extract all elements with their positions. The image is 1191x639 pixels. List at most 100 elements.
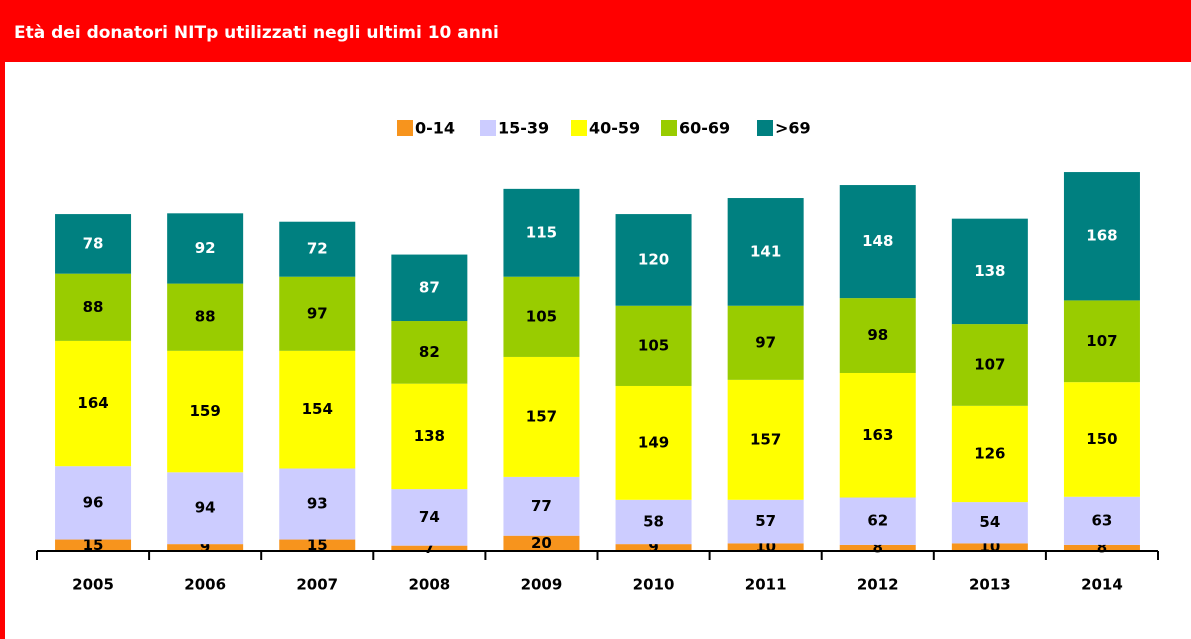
bar-segment <box>615 499 692 545</box>
bar-segment <box>727 198 804 306</box>
data-label: 105 <box>526 307 557 325</box>
bar-segment <box>615 214 692 306</box>
bar-segment <box>55 214 132 274</box>
bar-segment <box>951 218 1028 325</box>
data-label: 168 <box>1086 227 1117 245</box>
data-label: 87 <box>419 278 440 296</box>
data-label: 163 <box>862 426 893 444</box>
data-label: 63 <box>1092 511 1113 529</box>
data-label: 77 <box>531 497 552 515</box>
data-label: 8 <box>873 538 883 556</box>
bar-segment <box>839 298 916 373</box>
bar-segment <box>951 543 1028 551</box>
x-tick-label: 2008 <box>408 576 450 594</box>
data-label: 94 <box>195 499 216 517</box>
bar-segment <box>167 350 244 473</box>
bar-segment <box>727 543 804 551</box>
bar-segment <box>279 276 356 351</box>
data-label: 138 <box>414 427 445 445</box>
x-tick-label: 2010 <box>633 576 675 594</box>
data-label: 150 <box>1086 430 1117 448</box>
bar-segment <box>391 321 468 384</box>
bar-segment <box>503 356 580 477</box>
data-label: 157 <box>750 430 781 448</box>
data-label: 141 <box>750 242 781 260</box>
data-label: 15 <box>83 536 104 554</box>
legend-label: >69 <box>775 119 811 138</box>
bar-segment <box>951 502 1028 544</box>
data-label: 9 <box>648 538 658 556</box>
data-label: 74 <box>419 508 440 526</box>
data-label: 7 <box>424 539 434 557</box>
data-label: 93 <box>307 495 328 513</box>
data-label: 8 <box>1097 538 1107 556</box>
data-label: 149 <box>638 433 669 451</box>
legend-label: 15-39 <box>498 119 549 138</box>
data-label: 58 <box>643 512 664 530</box>
data-label: 9 <box>200 538 210 556</box>
bar-segment <box>279 221 356 277</box>
x-tick-label: 2009 <box>521 576 563 594</box>
bar-segment <box>55 340 132 467</box>
data-label: 159 <box>189 402 220 420</box>
legend-swatch <box>757 120 773 136</box>
data-label: 148 <box>862 232 893 250</box>
bar-segment <box>55 539 132 551</box>
data-label: 54 <box>979 513 1000 531</box>
data-label: 20 <box>531 534 552 552</box>
bar-segment <box>167 544 244 551</box>
data-label: 97 <box>755 333 776 351</box>
bar-segment <box>503 476 580 536</box>
data-label: 138 <box>974 262 1005 280</box>
data-label: 88 <box>83 298 104 316</box>
data-label: 97 <box>307 304 328 322</box>
bar-segment <box>951 324 1028 406</box>
data-label: 105 <box>638 336 669 354</box>
data-label: 78 <box>83 234 104 252</box>
bar-segment <box>503 188 580 277</box>
bar-segment <box>839 497 916 545</box>
bar-segment <box>1063 496 1140 545</box>
data-label: 92 <box>195 239 216 257</box>
bar-segment <box>279 468 356 540</box>
chart-title: Età dei donatori NITp utilizzati negli u… <box>14 23 499 43</box>
bar-segment <box>279 539 356 551</box>
bar-segment <box>839 185 916 299</box>
bar-segment <box>1063 382 1140 497</box>
legend-swatch <box>480 120 496 136</box>
bar-segment <box>55 466 132 540</box>
data-label: 15 <box>307 536 328 554</box>
bar-segment <box>391 383 468 490</box>
data-label: 62 <box>867 512 888 530</box>
bar-segment <box>503 276 580 357</box>
bar-segment <box>727 305 804 380</box>
left-border <box>0 62 5 639</box>
legend-swatch <box>571 120 587 136</box>
data-label: 96 <box>83 493 104 511</box>
legend-label: 0-14 <box>415 119 455 138</box>
x-tick-label: 2011 <box>745 576 787 594</box>
x-tick-label: 2007 <box>296 576 338 594</box>
bar-segment <box>1063 300 1140 383</box>
bar-segment <box>727 379 804 500</box>
data-label: 154 <box>302 400 333 418</box>
data-label: 57 <box>755 512 776 530</box>
data-label: 98 <box>867 326 888 344</box>
data-label: 164 <box>77 394 108 412</box>
bar-segment <box>167 283 244 351</box>
legend-swatch <box>661 120 677 136</box>
data-label: 157 <box>526 407 557 425</box>
bar-segment <box>615 544 692 551</box>
bar-segment <box>167 213 244 284</box>
data-label: 82 <box>419 343 440 361</box>
data-label: 126 <box>974 444 1005 462</box>
bar-segment <box>391 545 468 551</box>
bar-segment <box>391 254 468 322</box>
x-tick-label: 2013 <box>969 576 1011 594</box>
bar-segment <box>839 372 916 498</box>
bar-segment <box>391 489 468 546</box>
data-label: 120 <box>638 250 669 268</box>
x-tick-label: 2006 <box>184 576 226 594</box>
bar-segment <box>1063 172 1140 301</box>
